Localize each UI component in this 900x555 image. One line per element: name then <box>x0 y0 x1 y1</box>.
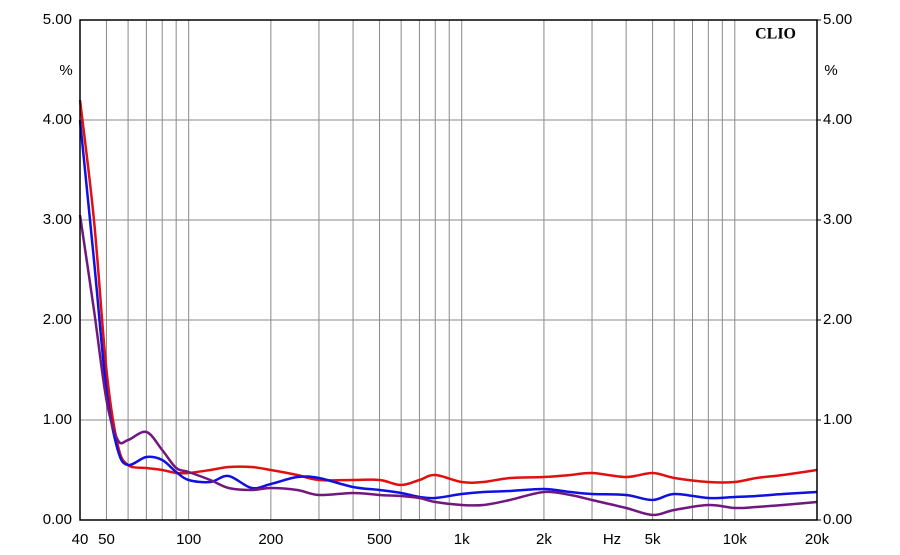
watermark: CLIO <box>755 26 796 43</box>
y2-axis-label: % <box>824 62 837 79</box>
plot <box>80 100 817 515</box>
x-tick-label: 10k <box>723 531 748 548</box>
y-tick-label: 2.00 <box>43 311 72 328</box>
y-tick-label: 3.00 <box>43 211 72 228</box>
grid <box>79 19 818 521</box>
y2-tick-label: 2.00 <box>823 311 852 328</box>
x-axis-label: Hz <box>603 531 621 548</box>
y2-tick-label: 4.00 <box>823 111 852 128</box>
x-tick-label: 50 <box>98 531 115 548</box>
x-tick-label: 5k <box>645 531 661 548</box>
y2-tick-label: 3.00 <box>823 211 852 228</box>
y2-tick-label: 5.00 <box>823 11 852 28</box>
x-tick-label: 40 <box>72 531 89 548</box>
y-tick-label: 1.00 <box>43 411 72 428</box>
y-tick-label: 0.00 <box>43 511 72 528</box>
series-line <box>80 120 817 500</box>
plot-frame <box>79 19 818 521</box>
y2-tick-label: 1.00 <box>823 411 852 428</box>
x-tick-label: 100 <box>176 531 201 548</box>
x-tick-label: 20k <box>805 531 830 548</box>
x-tick-label: 200 <box>258 531 283 548</box>
y-tick-label: 5.00 <box>43 11 72 28</box>
x-tick-label: 2k <box>536 531 552 548</box>
y-axis-label: % <box>59 62 72 79</box>
x-tick-label: 500 <box>367 531 392 548</box>
series-line <box>80 215 817 515</box>
y2-tick-label: 0.00 <box>823 511 852 528</box>
series-line <box>80 100 817 485</box>
y-tick-label: 4.00 <box>43 111 72 128</box>
x-tick-label: 1k <box>454 531 470 548</box>
